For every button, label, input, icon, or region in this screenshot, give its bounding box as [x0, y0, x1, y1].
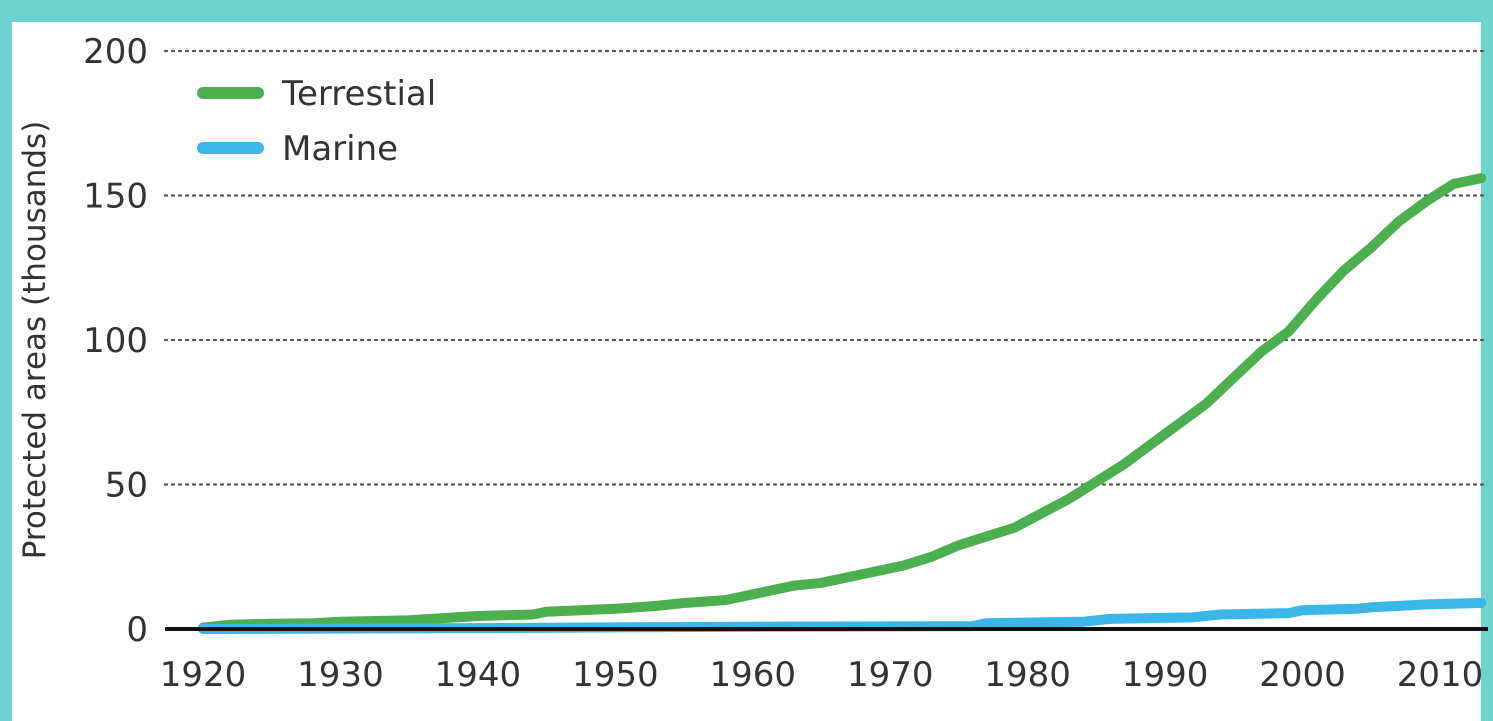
legend: Terrestial Marine [197, 74, 436, 169]
x-tick-label: 2010 [1397, 655, 1484, 695]
x-tick-label: 1990 [1122, 655, 1209, 695]
series-line-marine [198, 598, 1487, 634]
legend-label-terrestial: Terrestial [281, 74, 436, 114]
frame-top-strip [0, 0, 1493, 22]
x-tick-label: 2000 [1259, 655, 1346, 695]
y-axis-label: Protected areas (thousands) [17, 121, 53, 560]
x-tick-label: 1950 [572, 655, 659, 695]
y-tick-label: 0 [126, 610, 148, 650]
frame-left-strip [0, 0, 12, 721]
tick-labels: 0 50 100 150 200 1920 1930 1940 1950 1960 1970 1980… [83, 32, 1483, 695]
series-line-terrestial [198, 173, 1487, 633]
y-tick-label: 50 [105, 466, 148, 506]
x-tick-label: 1970 [847, 655, 934, 695]
y-tick-label: 150 [83, 177, 148, 217]
x-tick-label: 1960 [710, 655, 797, 695]
y-tick-label: 200 [83, 32, 148, 72]
x-tick-label: 1930 [297, 655, 384, 695]
legend-label-marine: Marine [282, 129, 398, 169]
x-tick-label: 1940 [435, 655, 522, 695]
series-lines [198, 173, 1487, 634]
y-tick-label: 100 [83, 321, 148, 361]
grid-lines [163, 49, 1490, 486]
x-tick-label: 1920 [160, 655, 247, 695]
x-tick-label: 1980 [984, 655, 1071, 695]
